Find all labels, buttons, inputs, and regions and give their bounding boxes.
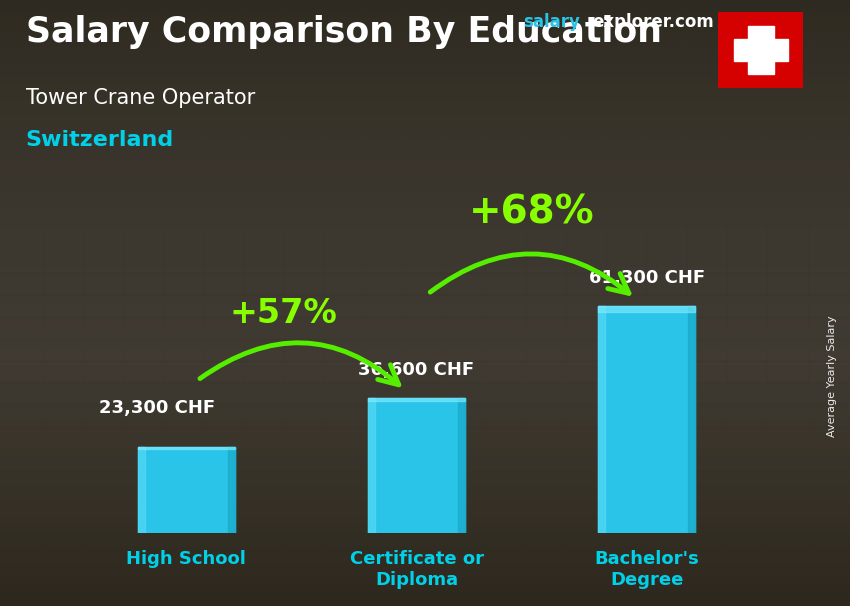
Bar [0,417,850,424]
Bar [0,61,850,68]
Bar [0,318,850,325]
Bar [228,447,235,533]
Bar [0,394,850,401]
Bar [0,250,850,258]
Bar [0,583,850,591]
Bar [0,431,850,439]
Bar [0,265,850,273]
Bar [0,280,850,288]
Bar [0,121,850,129]
Bar [0,296,850,303]
Bar [0,45,850,53]
Bar [0,492,850,500]
Bar [734,39,788,61]
Bar [0,576,850,583]
Bar [0,356,850,364]
Text: 36,600 CHF: 36,600 CHF [359,361,474,379]
Bar [0,341,850,348]
Bar [0,212,850,220]
Text: +68%: +68% [469,193,594,231]
Bar [458,398,465,533]
Bar [0,175,850,182]
Bar [0,273,850,280]
Text: +57%: +57% [229,297,337,330]
Text: Salary Comparison By Education: Salary Comparison By Education [26,15,661,49]
Bar [0,288,850,296]
Bar [0,348,850,356]
Bar [0,333,850,341]
Bar [0,30,850,38]
Bar [138,447,145,533]
Bar [0,379,850,387]
Bar [0,0,850,7]
Bar [0,258,850,265]
Bar [0,401,850,409]
Bar [0,553,850,561]
Text: Tower Crane Operator: Tower Crane Operator [26,88,255,108]
Bar [0,470,850,478]
Bar [688,306,695,533]
Bar [0,522,850,530]
Bar [0,8,850,15]
Bar [748,25,774,75]
Bar [0,424,850,431]
Bar [0,144,850,152]
Bar [598,306,695,533]
Bar [0,591,850,599]
Bar [0,91,850,98]
Text: 23,300 CHF: 23,300 CHF [99,399,215,418]
Bar [598,306,695,311]
Bar [0,508,850,515]
Bar [0,235,850,242]
Bar [0,68,850,76]
Bar [0,15,850,22]
Bar [0,500,850,508]
Bar [0,76,850,83]
Bar [0,568,850,576]
Bar [0,106,850,114]
Bar [368,398,465,401]
Bar [0,454,850,462]
Bar [0,561,850,568]
Bar [0,545,850,553]
Bar [0,98,850,106]
Bar [0,447,850,454]
Bar [0,167,850,175]
Bar [0,364,850,371]
Bar [0,538,850,545]
Bar [0,182,850,189]
Bar [0,159,850,167]
Bar [0,84,850,91]
Bar [0,485,850,492]
Bar [0,478,850,485]
Bar [0,189,850,197]
Bar [0,387,850,394]
Bar [0,530,850,538]
Bar [598,306,605,533]
Bar [0,204,850,212]
Bar [0,23,850,30]
Text: explorer.com: explorer.com [592,13,714,32]
Bar [368,398,375,533]
Bar [0,136,850,144]
Bar [0,409,850,417]
Bar [0,242,850,250]
Bar [0,371,850,379]
Bar [0,599,850,606]
Bar [0,128,850,136]
Text: Average Yearly Salary: Average Yearly Salary [827,315,837,436]
Text: salary: salary [523,13,580,32]
Bar [0,462,850,470]
Bar [0,326,850,333]
Text: 61,300 CHF: 61,300 CHF [589,270,705,287]
Bar [0,114,850,121]
Bar [0,227,850,235]
Bar [0,197,850,205]
Bar [368,398,465,533]
Bar [138,447,235,449]
Bar [138,447,235,533]
Text: Switzerland: Switzerland [26,130,173,150]
Bar [0,303,850,310]
Bar [0,439,850,447]
